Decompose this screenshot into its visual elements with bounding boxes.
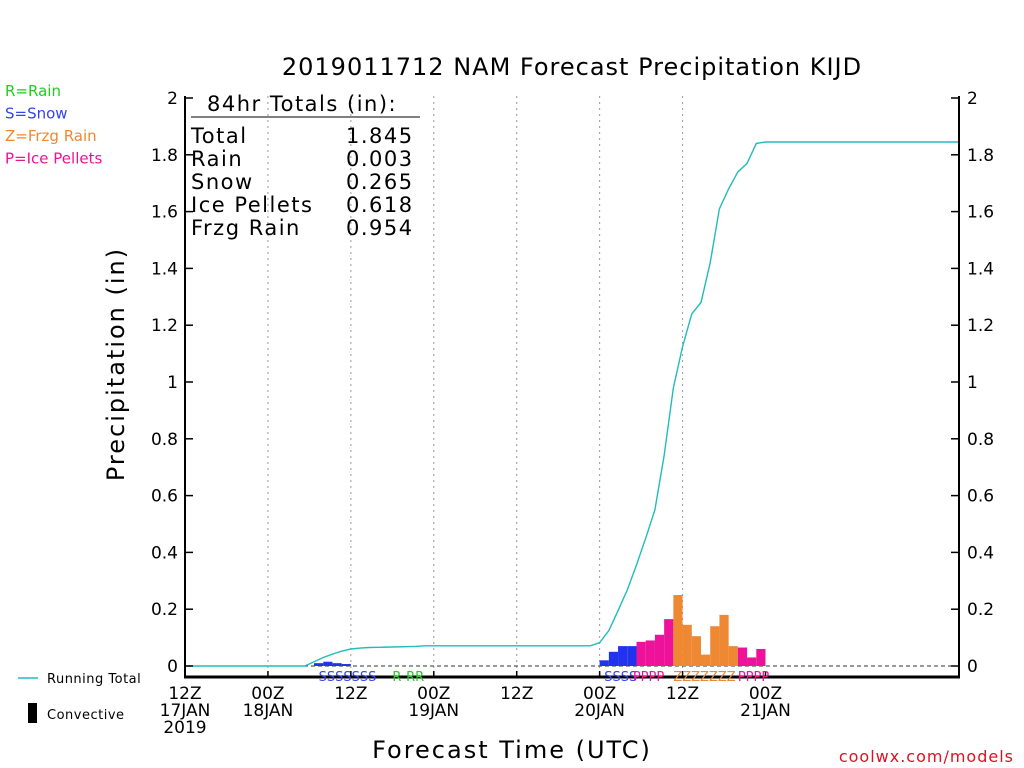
totals-row-value: 0.265 <box>346 170 414 194</box>
x-tick-label: 00Z <box>417 684 450 704</box>
x-tick-label: 00Z <box>251 684 284 704</box>
legend-label: Running Total <box>47 672 141 687</box>
precip-type-legend-item: Z=Frzg Rain <box>5 127 97 145</box>
totals-row-value: 0.003 <box>346 147 414 171</box>
precip-bar <box>654 634 665 666</box>
y-tick-label: 0.2 <box>967 600 994 620</box>
totals-box: 84hr Totals (in): Total 1.845 Rain 0.003 Snow… <box>190 92 420 240</box>
precip-bar <box>673 595 683 666</box>
y-axis-ticks: 0 0 0.2 0.2 0.4 0.4 0.6 0.6 0.8 0.8 1 1 1.2 1.2 1.4 1.4… <box>151 89 994 677</box>
x-tick-label: 18JAN <box>243 701 294 721</box>
x-tick-label: 2019 <box>163 718 206 738</box>
precip-bar <box>701 654 711 666</box>
precip-type-legend-item: S=Snow <box>5 105 68 123</box>
x-tick-label: 12Z <box>168 684 201 704</box>
precip-bar <box>710 626 720 666</box>
precip-bar <box>627 646 637 666</box>
y-tick-label: 0 <box>967 657 978 677</box>
y-tick-label: 1.8 <box>967 146 994 166</box>
totals-row-value: 1.845 <box>346 124 414 148</box>
totals-row-value: 0.618 <box>346 193 414 217</box>
precip-bar <box>737 647 748 666</box>
legend-bar-swatch <box>28 703 37 723</box>
precip-bar <box>756 648 766 666</box>
x-tick-label: 21JAN <box>740 701 791 721</box>
y-tick-label: 1.4 <box>151 259 178 279</box>
y-tick-label: 2 <box>967 89 978 109</box>
precip-bar <box>645 640 655 666</box>
y-tick-label: 0.6 <box>967 487 994 507</box>
y-tick-label: 2 <box>167 89 178 109</box>
totals-row-value: 0.954 <box>346 216 414 240</box>
y-tick-label: 0.8 <box>967 430 994 450</box>
precip-bar <box>682 624 692 666</box>
x-tick-label: 12Z <box>500 684 533 704</box>
y-tick-label: 0.2 <box>151 600 178 620</box>
y-tick-label: 1.6 <box>151 203 178 223</box>
precip-type-letters: R <box>392 670 401 685</box>
precip-bar <box>691 636 701 666</box>
precip-type-letters: RR <box>406 670 424 685</box>
plot-frame <box>184 96 960 679</box>
y-tick-label: 1 <box>967 373 978 393</box>
precip-bar <box>608 651 619 666</box>
precip-type-letters: ZZZZZZZ <box>673 670 735 685</box>
precip-type-legend-item: R=Rain <box>5 82 61 100</box>
y-tick-label: 1.2 <box>967 316 994 336</box>
y-tick-label: 1.2 <box>151 316 178 336</box>
precip-type-letters: SSSS <box>604 670 637 685</box>
precip-type-legend: R=Rain S=Snow Z=Frzg Rain P=Ice Pellets <box>5 82 102 168</box>
x-tick-label: 17JAN <box>160 701 211 721</box>
x-tick-label: 20JAN <box>574 701 625 721</box>
y-tick-label: 1.8 <box>151 146 178 166</box>
y-tick-label: 1.6 <box>967 203 994 223</box>
grid-lines <box>185 96 959 677</box>
chart-title: 2019011712 NAM Forecast Precipitation KI… <box>282 53 862 81</box>
credit-text: coolwx.com/models <box>839 747 1014 766</box>
precip-bar <box>332 663 342 666</box>
precip-bar <box>314 663 324 666</box>
x-tick-label: 00Z <box>749 684 782 704</box>
totals-row-label: Total <box>190 124 248 148</box>
y-axis-title: Precipitation (in) <box>102 247 130 481</box>
precip-bar <box>664 619 674 666</box>
precip-bar <box>719 614 729 666</box>
series-legend: Running Total Convective <box>18 672 141 723</box>
precip-type-letters: PPPP <box>738 670 770 685</box>
y-tick-label: 1.4 <box>967 259 994 279</box>
totals-row-label: Frzg Rain <box>191 216 301 240</box>
x-tick-label: 12Z <box>334 684 367 704</box>
precip-bar <box>323 661 333 666</box>
precip-bar <box>636 641 646 666</box>
totals-row-label: Snow <box>191 170 254 194</box>
totals-row-label: Ice Pellets <box>191 193 313 217</box>
precip-bar <box>599 660 609 666</box>
running-total-line <box>185 141 959 667</box>
precip-type-letters: PPPP <box>633 670 665 685</box>
y-tick-label: 0 <box>167 657 178 677</box>
x-tick-label: 19JAN <box>408 701 459 721</box>
x-tick-label: 12Z <box>666 684 699 704</box>
y-tick-label: 0.4 <box>151 543 178 563</box>
x-tick-label: 00Z <box>583 684 616 704</box>
precip-bar <box>341 664 351 666</box>
y-tick-label: 0.8 <box>151 430 178 450</box>
totals-heading: 84hr Totals (in): <box>207 92 397 116</box>
precip-bar <box>618 646 628 666</box>
precip-bar <box>728 646 738 666</box>
legend-label: Convective <box>47 708 125 723</box>
precip-type-letters: SSSSSSS <box>319 670 377 685</box>
y-tick-label: 0.6 <box>151 487 178 507</box>
precip-bars <box>314 595 766 666</box>
y-tick-label: 1 <box>167 373 178 393</box>
series-line <box>185 141 959 667</box>
x-axis-title: Forecast Time (UTC) <box>372 736 652 764</box>
y-tick-label: 0.4 <box>967 543 994 563</box>
precip-type-legend-item: P=Ice Pellets <box>5 150 102 168</box>
totals-row-label: Rain <box>191 147 243 171</box>
precip-bar <box>747 657 757 666</box>
